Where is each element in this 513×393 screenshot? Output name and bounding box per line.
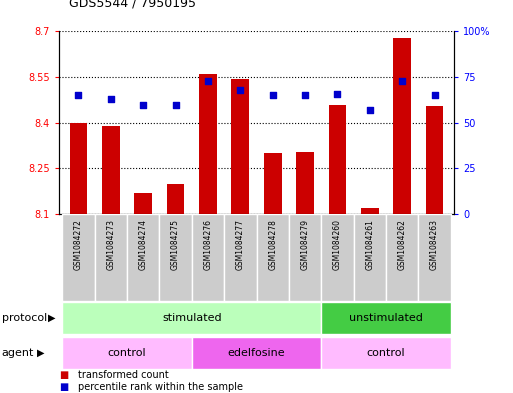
Bar [426,106,443,214]
Bar [321,302,451,334]
Point [269,92,277,99]
Bar [231,79,249,214]
Text: GSM1084279: GSM1084279 [301,219,309,270]
Text: control: control [108,348,146,358]
Bar [134,193,152,214]
Bar [386,214,419,301]
Bar [289,214,321,301]
Bar [321,337,451,369]
Text: GSM1084272: GSM1084272 [74,219,83,270]
Bar [102,126,120,214]
Bar [321,214,353,301]
Text: transformed count: transformed count [78,370,169,380]
Bar [256,214,289,301]
Text: GSM1084261: GSM1084261 [365,219,374,270]
Bar [62,302,321,334]
Text: control: control [367,348,405,358]
Text: ■: ■ [59,370,68,380]
Point [398,78,406,84]
Text: GDS5544 / 7950195: GDS5544 / 7950195 [69,0,196,10]
Bar [167,184,185,214]
Text: GSM1084260: GSM1084260 [333,219,342,270]
Text: unstimulated: unstimulated [349,313,423,323]
Text: percentile rank within the sample: percentile rank within the sample [78,382,244,392]
Bar [62,214,94,301]
Bar [328,105,346,214]
Bar [224,214,256,301]
Bar [353,214,386,301]
Bar [70,123,87,214]
Text: GSM1084277: GSM1084277 [236,219,245,270]
Bar [199,74,217,214]
Bar [361,208,379,214]
Text: ■: ■ [59,382,68,392]
Point [301,92,309,99]
Point [236,87,244,93]
Bar [127,214,160,301]
Text: ▶: ▶ [37,348,45,358]
Bar [192,337,321,369]
Point [74,92,83,99]
Text: GSM1084276: GSM1084276 [204,219,212,270]
Text: GSM1084274: GSM1084274 [139,219,148,270]
Point [204,78,212,84]
Text: GSM1084278: GSM1084278 [268,219,277,270]
Bar [94,214,127,301]
Text: GSM1084263: GSM1084263 [430,219,439,270]
Point [107,96,115,102]
Text: edelfosine: edelfosine [228,348,285,358]
Point [171,101,180,108]
Point [366,107,374,113]
Text: ▶: ▶ [48,313,55,323]
Bar [264,153,282,214]
Bar [393,37,411,214]
Text: protocol: protocol [2,313,47,323]
Bar [62,337,192,369]
Point [333,90,342,97]
Bar [419,214,451,301]
Bar [192,214,224,301]
Text: stimulated: stimulated [162,313,222,323]
Point [139,101,147,108]
Bar [296,152,314,214]
Point [430,92,439,99]
Text: GSM1084273: GSM1084273 [106,219,115,270]
Bar [160,214,192,301]
Text: agent: agent [2,348,34,358]
Text: GSM1084275: GSM1084275 [171,219,180,270]
Text: GSM1084262: GSM1084262 [398,219,407,270]
